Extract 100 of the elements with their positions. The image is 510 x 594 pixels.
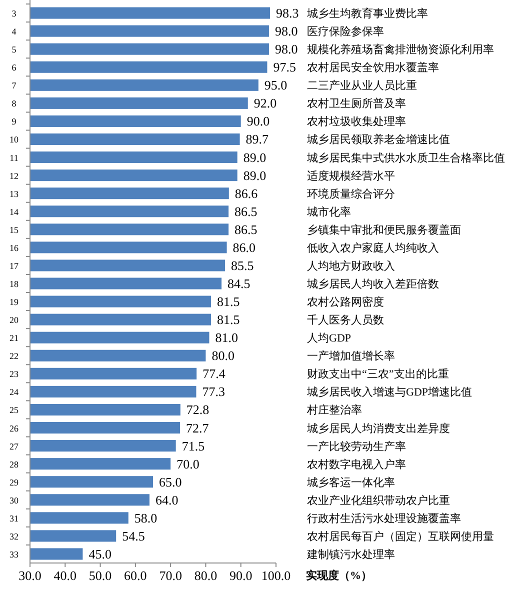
- text: 农村数字电视入户率: [307, 458, 406, 471]
- data-label: 80.0: [212, 348, 234, 364]
- data-label: 54.5: [122, 528, 145, 544]
- text: 医疗保险参保率: [307, 25, 384, 38]
- x-tick-label: 60.0: [124, 568, 147, 583]
- text: 城乡居民领取养老金增速比值: [306, 133, 450, 146]
- y-tick-label: 20: [10, 315, 19, 326]
- data-label: 72.8: [186, 402, 210, 418]
- y-tick-label: 18: [10, 279, 19, 289]
- y-tick-label: 23: [10, 369, 19, 380]
- data-label: 92.0: [254, 96, 277, 111]
- text: 村庄整治率: [306, 404, 362, 417]
- data-label: 86.0: [232, 240, 256, 255]
- y-tick-label: 7: [12, 80, 17, 91]
- y-tick-label: 30: [10, 495, 19, 506]
- y-tick-label: 4: [12, 26, 17, 37]
- text: 人均地方财政收入: [307, 259, 395, 272]
- data-label: 86.5: [234, 222, 258, 237]
- text: 适度规模经营水平: [307, 169, 395, 182]
- data-label: 86.6: [234, 186, 258, 201]
- data-label: 89.0: [243, 168, 266, 183]
- y-tick-label: 21: [10, 333, 18, 344]
- text: 城乡生均教育事业费比率: [306, 7, 428, 20]
- text: 城乡居民人均收入差距倍数: [306, 278, 439, 290]
- y-tick-label: 11: [10, 152, 18, 163]
- y-tick-label: 29: [10, 477, 19, 488]
- text: 千人医务人员数: [307, 314, 384, 327]
- x-tick-label: 30.0: [18, 568, 42, 583]
- y-tick-label: 13: [10, 188, 19, 199]
- x-tick-label: 90.0: [229, 568, 252, 583]
- y-tick-label: 25: [10, 405, 19, 416]
- data-label: 81.5: [216, 294, 240, 310]
- y-tick-label: 17: [10, 260, 19, 271]
- text: 城市化率: [306, 205, 351, 218]
- data-label: 85.5: [231, 258, 254, 273]
- y-tick-label: 31: [10, 513, 18, 524]
- text: 农村垃圾收集处理率: [307, 115, 406, 128]
- y-tick-label: 14: [10, 206, 19, 217]
- data-label: 86.5: [234, 204, 258, 219]
- data-label: 81.0: [215, 330, 238, 346]
- data-label: 65.0: [159, 474, 182, 490]
- y-tick-label: 15: [10, 224, 19, 235]
- y-tick-label: 16: [10, 242, 19, 253]
- y-tick-label: 3: [12, 8, 17, 19]
- data-label: 70.0: [176, 456, 200, 472]
- data-label: 89.0: [243, 150, 266, 165]
- data-label: 71.5: [182, 438, 205, 454]
- y-tick-label: 10: [10, 134, 19, 145]
- text: 农村公路网密度: [307, 296, 384, 309]
- y-tick-label: 27: [10, 441, 19, 452]
- y-tick-label: 24: [10, 387, 19, 398]
- y-tick-label: 26: [10, 423, 19, 434]
- y-tick-label: 5: [12, 44, 17, 55]
- text: 一产增加值增长率: [307, 350, 395, 363]
- text: 行政村生活污水处理设施覆盖率: [307, 512, 461, 525]
- data-label: 64.0: [155, 492, 178, 508]
- data-label: 81.5: [216, 312, 240, 328]
- y-tick-label: 8: [12, 98, 17, 109]
- data-label: 90.0: [246, 114, 270, 129]
- text: 低收入农户家庭人均纯收入: [307, 241, 439, 254]
- text: 城乡居民集中式供水水质卫生合格率比值: [306, 151, 505, 164]
- data-label: 58.0: [134, 510, 158, 526]
- y-tick-label: 22: [10, 351, 18, 362]
- text: 财政支出中“三农”支出的比重: [307, 368, 449, 381]
- text: 农村卫生厕所普及率: [307, 97, 406, 110]
- data-label: 77.4: [202, 366, 226, 382]
- text: 建制镇污水处理率: [306, 548, 395, 561]
- text: 农村居民安全饮用水覆盖率: [307, 61, 439, 74]
- y-tick-label: 6: [12, 62, 17, 73]
- text: 城乡客运一体化率: [306, 476, 395, 489]
- text: 城乡居民人均消费支出差异度: [306, 422, 450, 435]
- text: 二三产业从业人员比重: [307, 79, 417, 92]
- y-tick-label: 33: [10, 549, 19, 560]
- x-tick-label: 50.0: [88, 568, 112, 583]
- data-label: 98.0: [274, 24, 298, 39]
- text: 规模化养殖场畜禽排泄物资源化利用率: [307, 43, 494, 56]
- text: 乡镇集中审批和便民服务覆盖面: [307, 223, 461, 236]
- data-label: 95.0: [264, 78, 288, 93]
- y-tick-label: 28: [10, 459, 19, 470]
- x-tick-label: 100.0: [261, 568, 291, 583]
- y-tick-label: 12: [10, 170, 18, 181]
- x-tick-label: 80.0: [194, 568, 218, 583]
- text: 农业产业化组织带动农户比重: [307, 494, 450, 507]
- data-label: 98.3: [276, 6, 299, 21]
- data-label: 84.5: [228, 276, 250, 291]
- y-tick-label: 9: [12, 116, 17, 127]
- data-label: 97.5: [273, 60, 296, 75]
- text: 环境质量综合评分: [307, 187, 395, 200]
- data-label: 98.0: [274, 42, 298, 57]
- x-tick-label: 70.0: [159, 568, 182, 583]
- data-label: 72.7: [186, 420, 210, 436]
- data-label: 45.0: [88, 546, 112, 562]
- y-tick-label: 32: [10, 531, 18, 542]
- text: 一产比较劳动生产率: [307, 440, 406, 453]
- text: 农村居民每百户（固定）互联网使用量: [307, 530, 494, 543]
- x-tick-label: 40.0: [54, 568, 77, 583]
- text: 城乡居民收入增速与GDP增速比值: [306, 386, 472, 399]
- data-label: 77.3: [202, 384, 225, 400]
- text: 人均GDP: [307, 332, 352, 345]
- y-tick-label: 19: [10, 297, 19, 308]
